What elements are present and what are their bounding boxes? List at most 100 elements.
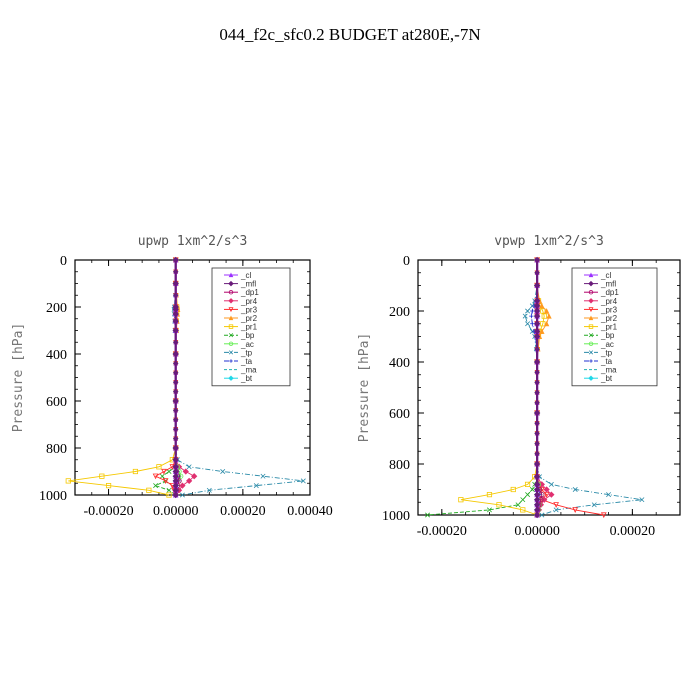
legend-item: _pr2: [224, 314, 258, 323]
data-point: [172, 339, 179, 345]
data-point: [525, 492, 531, 498]
x-tick-label: -0.00020: [83, 504, 133, 519]
series-line: [427, 260, 538, 516]
data-point: [534, 379, 540, 386]
data-point: [541, 313, 547, 319]
legend-label: _ac: [600, 340, 614, 349]
y-tick-label: 200: [389, 305, 410, 320]
legend-item: _ma: [584, 366, 617, 375]
legend-marker: [228, 315, 234, 321]
data-point: [539, 303, 545, 309]
legend-label: _ac: [240, 340, 254, 349]
data-point: [534, 270, 540, 276]
data-point: [541, 496, 548, 503]
data-point: [529, 487, 535, 492]
x-tick-label: 0.00020: [220, 504, 266, 519]
legend-marker: [228, 333, 234, 338]
legend-marker: [588, 272, 594, 278]
data-point: [533, 256, 541, 264]
y-tick-label: 0: [403, 254, 410, 269]
legend-marker: [588, 341, 594, 346]
legend-label: _tp: [600, 348, 613, 357]
legend-marker: [228, 298, 234, 304]
y-tick-label: 0: [60, 254, 67, 269]
data-point: [572, 487, 578, 492]
data-point: [606, 492, 612, 498]
data-point: [105, 482, 112, 489]
data-point: [172, 397, 179, 405]
legend-item: _pr3: [584, 305, 618, 314]
data-point: [206, 487, 212, 493]
legend-marker: [228, 280, 234, 287]
legend-marker: [228, 341, 234, 346]
legend-marker: [588, 290, 594, 295]
data-point: [538, 481, 545, 488]
data-point: [639, 497, 645, 503]
legend-item: _bp: [224, 331, 255, 340]
legend-label: _mfl: [240, 280, 256, 289]
data-point: [161, 468, 167, 475]
data-point: [553, 502, 559, 508]
data-point: [260, 473, 266, 479]
legend: _cl_mfl_dp1_pr4_pr3_pr2_pr1_bp_ac_tp_ta_…: [571, 267, 658, 387]
data-point: [172, 456, 179, 463]
data-point: [172, 327, 179, 334]
legend-item: _cl: [584, 271, 611, 280]
legend-label: _bt: [600, 374, 613, 383]
data-point: [172, 491, 179, 499]
legend-label: _bt: [240, 374, 253, 383]
legend-item: _pr1: [224, 323, 258, 332]
y-tick-label: 600: [389, 407, 410, 422]
legend-label: _pr1: [240, 323, 258, 332]
data-point: [132, 468, 139, 475]
legend-label: _pr2: [600, 314, 618, 323]
legend-marker: [228, 307, 234, 313]
series-mfl: [533, 256, 541, 519]
data-point: [172, 379, 179, 385]
data-point: [525, 321, 531, 327]
data-point: [191, 473, 198, 480]
panel-title: vpwp 1xm^2/s^3: [494, 234, 604, 249]
y-tick-label: 1000: [39, 489, 67, 504]
data-point: [172, 360, 179, 367]
legend-item: _ta: [224, 357, 253, 366]
data-point: [172, 269, 179, 275]
y-tick-label: 400: [389, 356, 410, 371]
legend-label: _pr4: [600, 297, 618, 306]
data-point: [172, 370, 179, 376]
legend-item: _pr4: [584, 297, 618, 306]
data-point: [533, 460, 541, 468]
data-point: [186, 477, 193, 485]
data-point: [172, 417, 179, 423]
data-point: [533, 333, 541, 340]
x-tick-label: 0.00020: [610, 524, 656, 539]
data-point: [530, 321, 535, 326]
legend-marker: [228, 324, 234, 329]
y-tick-label: 600: [46, 395, 67, 410]
data-point: [300, 478, 306, 484]
data-point: [162, 478, 169, 484]
data-point: [525, 308, 531, 314]
data-point: [146, 487, 152, 493]
legend-label: _dp1: [600, 288, 619, 297]
legend-item: _bt: [584, 374, 613, 383]
legend-marker: [588, 315, 594, 321]
legend-item: _pr4: [224, 297, 258, 306]
data-point: [534, 430, 540, 437]
data-point: [533, 320, 541, 327]
data-point: [529, 313, 534, 319]
series-bp: [425, 257, 540, 518]
data-point: [530, 308, 535, 314]
series-line: [460, 260, 545, 516]
data-point: [543, 486, 550, 493]
legend-label: _ma: [600, 366, 617, 375]
legend-marker: [589, 359, 593, 363]
data-point: [524, 481, 531, 488]
legend-label: _bp: [240, 331, 255, 340]
legend-item: _tp: [584, 348, 613, 357]
data-point: [572, 507, 579, 513]
legend-marker: [228, 375, 234, 381]
data-point: [534, 346, 540, 352]
y-tick-label: 400: [46, 348, 67, 363]
